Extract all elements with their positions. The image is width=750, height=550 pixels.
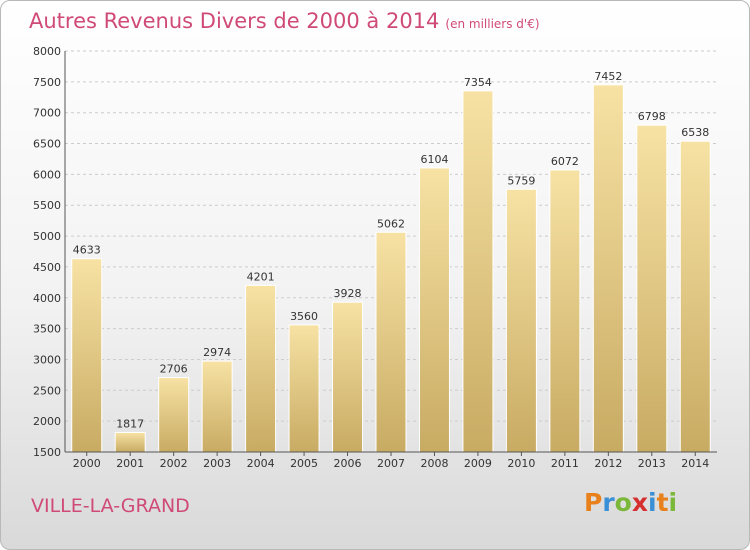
proxiti-logo: Proxiti [584,488,677,517]
y-tick-label: 3000 [33,353,61,366]
axes: 1500 2000 2500 3000 3500 4000 4500 5000 5500 6000… [33,45,717,470]
bar [462,90,494,453]
y-tick-label: 3500 [33,323,61,336]
x-tick-label: 2005 [290,457,318,470]
bar-value-label: 6798 [638,110,666,123]
bar-value-label: 6538 [681,126,709,139]
x-tick-label: 2007 [377,457,405,470]
y-tick-label: 6000 [33,168,61,181]
title-text: Autres Revenus Divers de 2000 à 2014 [29,9,440,33]
x-tick-label: 2012 [594,457,622,470]
bar-value-label: 2706 [160,363,188,376]
logo-letter: i [668,488,678,517]
logo-letter: P [584,488,603,517]
y-tick-label: 5000 [33,230,61,243]
x-tick-label: 2010 [507,457,535,470]
bar-value-label: 3928 [334,287,362,300]
bar [375,231,407,453]
y-tick-label: 2000 [33,415,61,428]
bar-value-label: 1817 [116,417,144,430]
logo-letter: o [614,488,632,517]
x-tick-label: 2013 [638,457,666,470]
bar [201,360,233,453]
y-tick-label: 7500 [33,76,61,89]
bar-value-label: 5062 [377,217,405,230]
y-tick-label: 2500 [33,384,61,397]
x-tick-label: 2002 [160,457,188,470]
bar [505,188,537,453]
x-tick-label: 2003 [203,457,231,470]
x-tick-label: 2008 [420,457,448,470]
location-label: VILLE-LA-GRAND [31,495,190,517]
bar [549,169,581,453]
y-tick-label: 1500 [33,446,61,459]
bar-value-label: 7452 [594,70,622,83]
logo-letter: i [648,488,657,517]
bar-value-label: 3560 [290,310,318,323]
x-tick-label: 2011 [551,457,579,470]
bar-value-label: 7354 [464,76,492,89]
bar-value-label: 5759 [507,174,535,187]
bar [71,258,103,453]
x-tick-label: 2009 [464,457,492,470]
bars-group: 4633 1817 2706 2974 4201 3560 3928 5062 6104 7354… [71,70,711,453]
x-tick-label: 2014 [681,457,709,470]
logo-letter: r [602,488,615,517]
y-tick-label: 7000 [33,107,61,120]
x-tick-label: 2004 [247,457,275,470]
bar [636,124,668,453]
logo-letter: x [631,488,648,517]
y-tick-label: 4000 [33,292,61,305]
bar [332,301,364,453]
bar [592,84,624,453]
y-tick-label: 6500 [33,138,61,151]
x-tick-label: 2006 [334,457,362,470]
bar-value-label: 6104 [420,153,448,166]
bar [288,324,320,453]
chart-title: Autres Revenus Divers de 2000 à 2014 (en … [29,9,540,33]
bar-value-label: 6072 [551,155,579,168]
bar [679,140,711,453]
bar [245,284,277,453]
y-tick-label: 4500 [33,261,61,274]
y-tick-label: 8000 [33,45,61,58]
bar-value-label: 2974 [203,346,231,359]
bar [418,167,450,453]
bar-value-label: 4201 [247,270,275,283]
bar-value-label: 4633 [73,244,101,257]
y-tick-label: 5500 [33,199,61,212]
x-tick-label: 2001 [116,457,144,470]
title-unit: (en milliers d'€) [445,17,540,31]
logo-letter: t [656,488,669,517]
x-tick-label: 2000 [73,457,101,470]
bar [114,431,146,453]
bar [158,377,190,453]
